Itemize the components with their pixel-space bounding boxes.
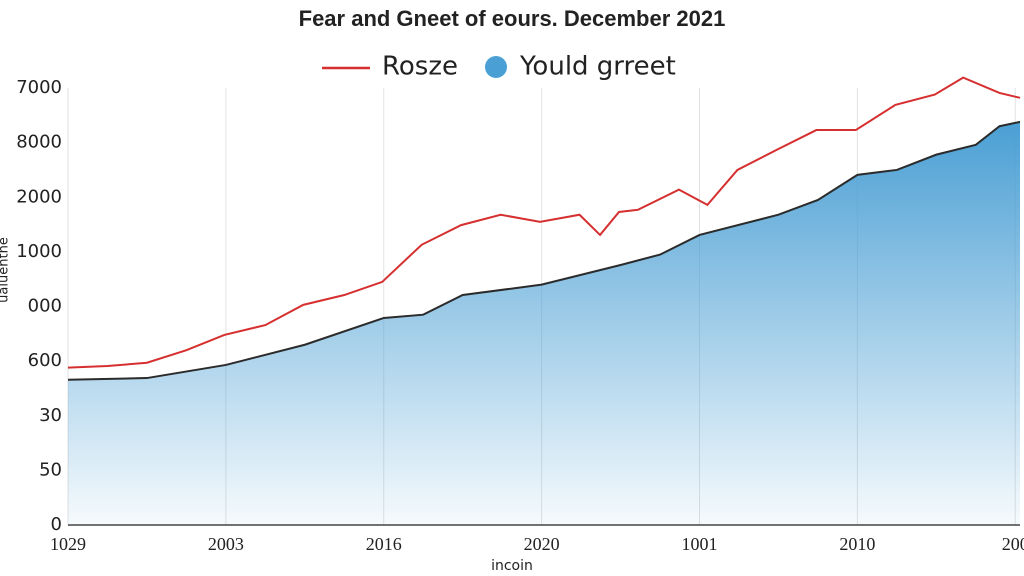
- area: [68, 121, 1020, 526]
- x-tick-label: 2020: [524, 534, 560, 554]
- x-axis-label: incoin: [491, 558, 533, 574]
- y-tick-label: 000: [28, 296, 62, 317]
- y-tick-label: 50: [39, 459, 62, 480]
- y-tick-label: 7000: [16, 77, 62, 98]
- x-tick-label: 2010: [839, 534, 875, 554]
- x-tick-label: 1029: [50, 534, 86, 554]
- legend-label: Yould grreet: [519, 52, 676, 82]
- y-tick-label: 600: [28, 350, 62, 371]
- line: [67, 76, 1021, 369]
- x-tick-label: 2016: [366, 534, 402, 554]
- x-tick-label: 2003: [208, 534, 244, 554]
- y-tick-label: 0: [51, 514, 62, 535]
- x-tick-label: 1001: [682, 534, 718, 554]
- y-tick-label: 30: [39, 405, 62, 426]
- area-line: [67, 120, 1021, 381]
- y-tick-label: 8000: [16, 132, 62, 153]
- chart-title: Fear and Gneet of eours. December 2021: [299, 6, 726, 31]
- y-tick-label: 1000: [16, 241, 62, 262]
- legend-marker: [485, 56, 507, 78]
- y-axis-label: ualuentne: [0, 237, 12, 303]
- y-tick-label: 2000: [16, 186, 62, 207]
- x-tick-label: 200: [1002, 534, 1024, 554]
- legend-label: Rosze: [382, 52, 458, 82]
